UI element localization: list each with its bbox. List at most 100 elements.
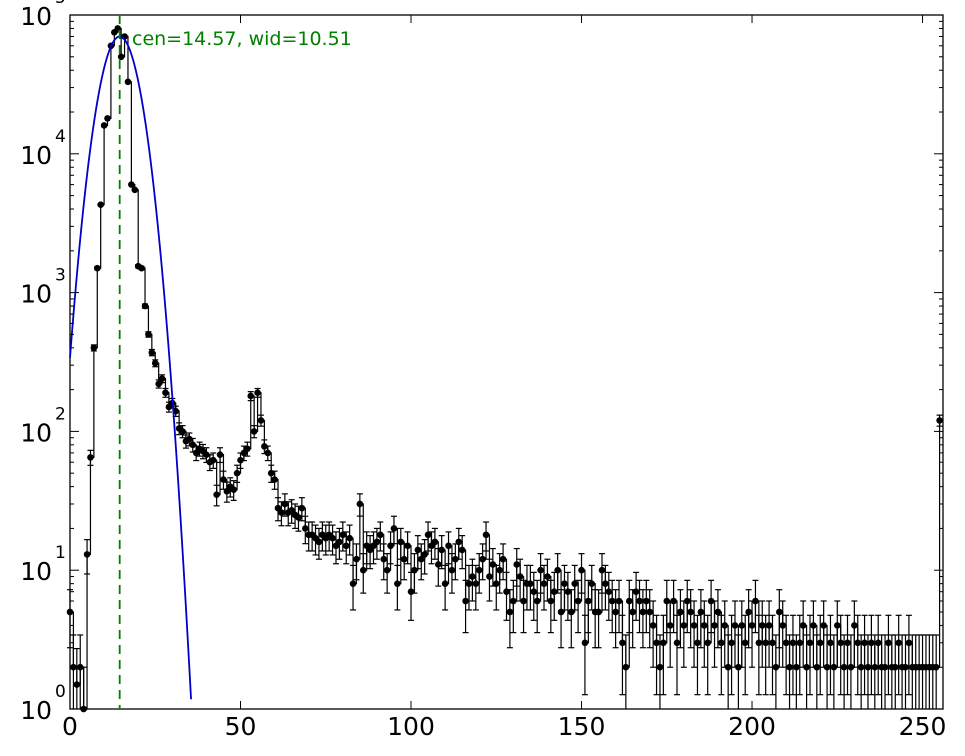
data-point: [93, 264, 101, 272]
data-point: [769, 639, 776, 647]
data-point: [874, 639, 882, 647]
data-point: [513, 561, 521, 568]
data-point: [179, 428, 186, 435]
y-tick-exponent: 5: [55, 0, 66, 8]
data-point: [475, 566, 483, 574]
data-point: [629, 608, 636, 616]
data-point: [356, 500, 364, 508]
data-point: [80, 705, 87, 713]
y-tick-exponent: 1: [55, 543, 66, 563]
data-point: [353, 555, 360, 563]
data-point: [571, 580, 579, 587]
data-point: [625, 597, 633, 605]
data-point: [404, 542, 411, 550]
data-point: [690, 622, 698, 629]
data-point: [349, 580, 357, 587]
data-point: [162, 389, 169, 397]
data-point: [377, 531, 384, 539]
data-point: [465, 580, 473, 587]
data-point: [762, 639, 769, 647]
data-point: [680, 622, 688, 629]
data-point: [203, 451, 210, 458]
data-point: [496, 566, 503, 574]
data-point: [479, 555, 486, 563]
data-point: [677, 608, 684, 616]
data-point: [782, 639, 790, 647]
data-point: [932, 663, 940, 671]
y-axis-ticks: 100101102103104105: [20, 0, 943, 725]
data-point: [472, 580, 480, 587]
data-point: [602, 580, 609, 587]
data-point: [786, 663, 793, 671]
y-tick-exponent: 0: [55, 682, 66, 702]
data-point: [806, 639, 814, 647]
data-point: [588, 580, 596, 587]
data-point: [632, 588, 640, 596]
data-point: [707, 597, 715, 605]
data-point: [155, 380, 162, 388]
data-point: [810, 622, 817, 629]
data-point: [724, 663, 732, 671]
data-point: [117, 53, 125, 61]
data-point: [411, 566, 418, 574]
data-point: [854, 639, 862, 647]
data-point: [380, 555, 388, 563]
data-point: [840, 663, 848, 671]
data-point: [816, 639, 824, 647]
data-point: [612, 608, 619, 616]
data-point: [694, 639, 701, 647]
y-tick-label: 10: [20, 418, 52, 447]
data-point: [274, 504, 282, 512]
data-point: [145, 331, 152, 338]
data-point: [721, 622, 729, 629]
data-point: [220, 476, 227, 483]
data-point: [104, 115, 111, 122]
data-point: [537, 566, 544, 574]
data-point: [278, 509, 285, 516]
data-point: [718, 639, 725, 647]
data-point: [233, 469, 241, 477]
data-point: [455, 538, 463, 546]
data-point: [755, 639, 763, 647]
data-point: [482, 531, 490, 539]
data-point: [141, 302, 149, 310]
data-point: [895, 639, 902, 647]
data-point: [673, 639, 681, 647]
data-point: [745, 608, 752, 616]
data-point: [758, 622, 766, 629]
data-point: [567, 608, 575, 616]
data-point: [731, 622, 739, 629]
data-point: [738, 622, 746, 629]
data-point: [530, 588, 538, 596]
data-point: [131, 186, 139, 194]
data-point: [151, 359, 159, 367]
data-point: [397, 538, 405, 546]
data-point: [704, 639, 711, 647]
data-point: [547, 597, 555, 605]
data-points: [66, 25, 943, 713]
data-point: [714, 608, 722, 616]
data-point: [936, 417, 943, 424]
data-point: [486, 573, 493, 580]
data-point: [844, 639, 851, 647]
data-point: [510, 597, 517, 605]
data-point: [441, 580, 449, 587]
data-point: [100, 122, 108, 129]
data-point: [261, 443, 268, 450]
data-point: [598, 566, 606, 574]
data-point: [905, 639, 913, 647]
data-point: [383, 566, 391, 574]
data-point: [581, 639, 589, 647]
data-point: [660, 639, 667, 647]
data-point: [414, 546, 422, 554]
data-point: [124, 78, 132, 86]
data-point: [499, 555, 507, 563]
data-point: [776, 608, 783, 616]
data-point: [315, 538, 323, 546]
data-point: [885, 639, 892, 647]
data-point: [213, 491, 220, 498]
gaussian-fit-curve: [69, 35, 192, 700]
data-point: [683, 597, 691, 605]
data-point: [469, 573, 476, 580]
data-point: [288, 507, 295, 514]
